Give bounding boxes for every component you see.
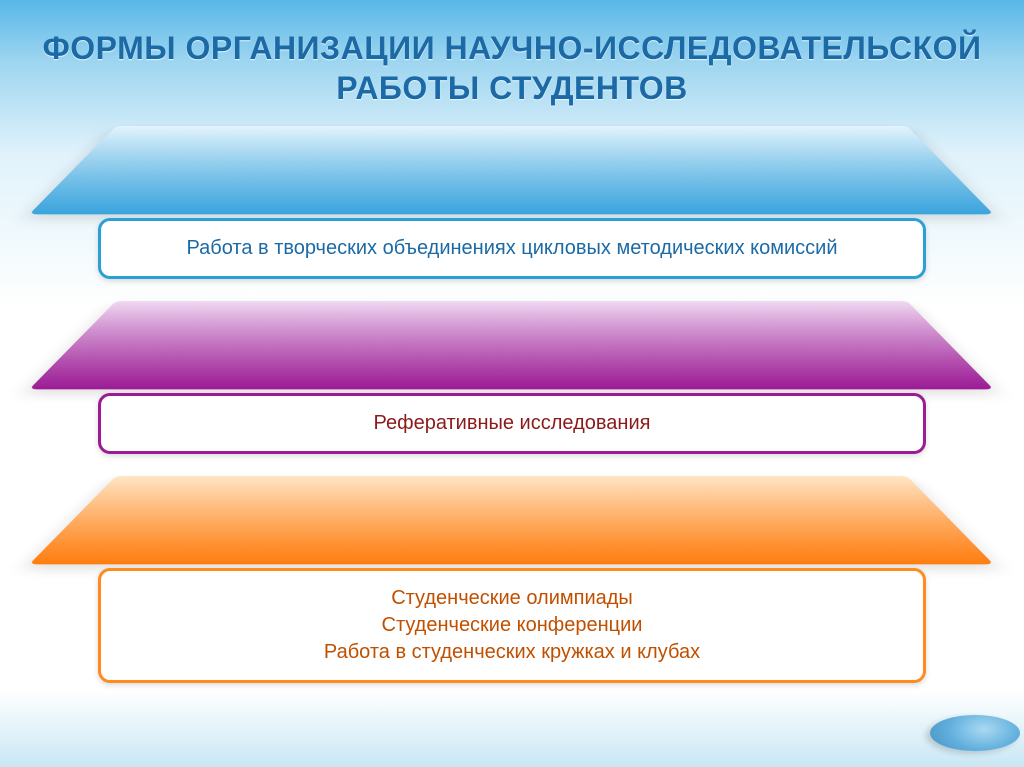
bar-2-line-0: Студенческие олимпиады xyxy=(125,585,899,612)
layer-0: Работа в творческих объединениях цикловы… xyxy=(52,126,972,279)
layer-stack: Работа в творческих объединениях цикловы… xyxy=(52,126,972,683)
bar-0-line-0: Работа в творческих объединениях цикловы… xyxy=(125,235,899,262)
bar-2-line-2: Работа в студенческих кружках и клубах xyxy=(125,639,899,666)
bar-1: Реферативные исследования xyxy=(98,393,926,454)
decorative-globe xyxy=(930,715,1020,751)
bar-1-line-0: Реферативные исследования xyxy=(125,410,899,437)
bar-2-line-1: Студенческие конференции xyxy=(125,612,899,639)
page-title: ФОРМЫ ОРГАНИЗАЦИИ НАУЧНО-ИССЛЕДОВАТЕЛЬСК… xyxy=(0,0,1024,118)
layer-1: Реферативные исследования xyxy=(52,301,972,454)
layer-2: Студенческие олимпиадыСтуденческие конфе… xyxy=(52,476,972,683)
bar-2: Студенческие олимпиадыСтуденческие конфе… xyxy=(98,568,926,683)
bar-0: Работа в творческих объединениях цикловы… xyxy=(98,218,926,279)
